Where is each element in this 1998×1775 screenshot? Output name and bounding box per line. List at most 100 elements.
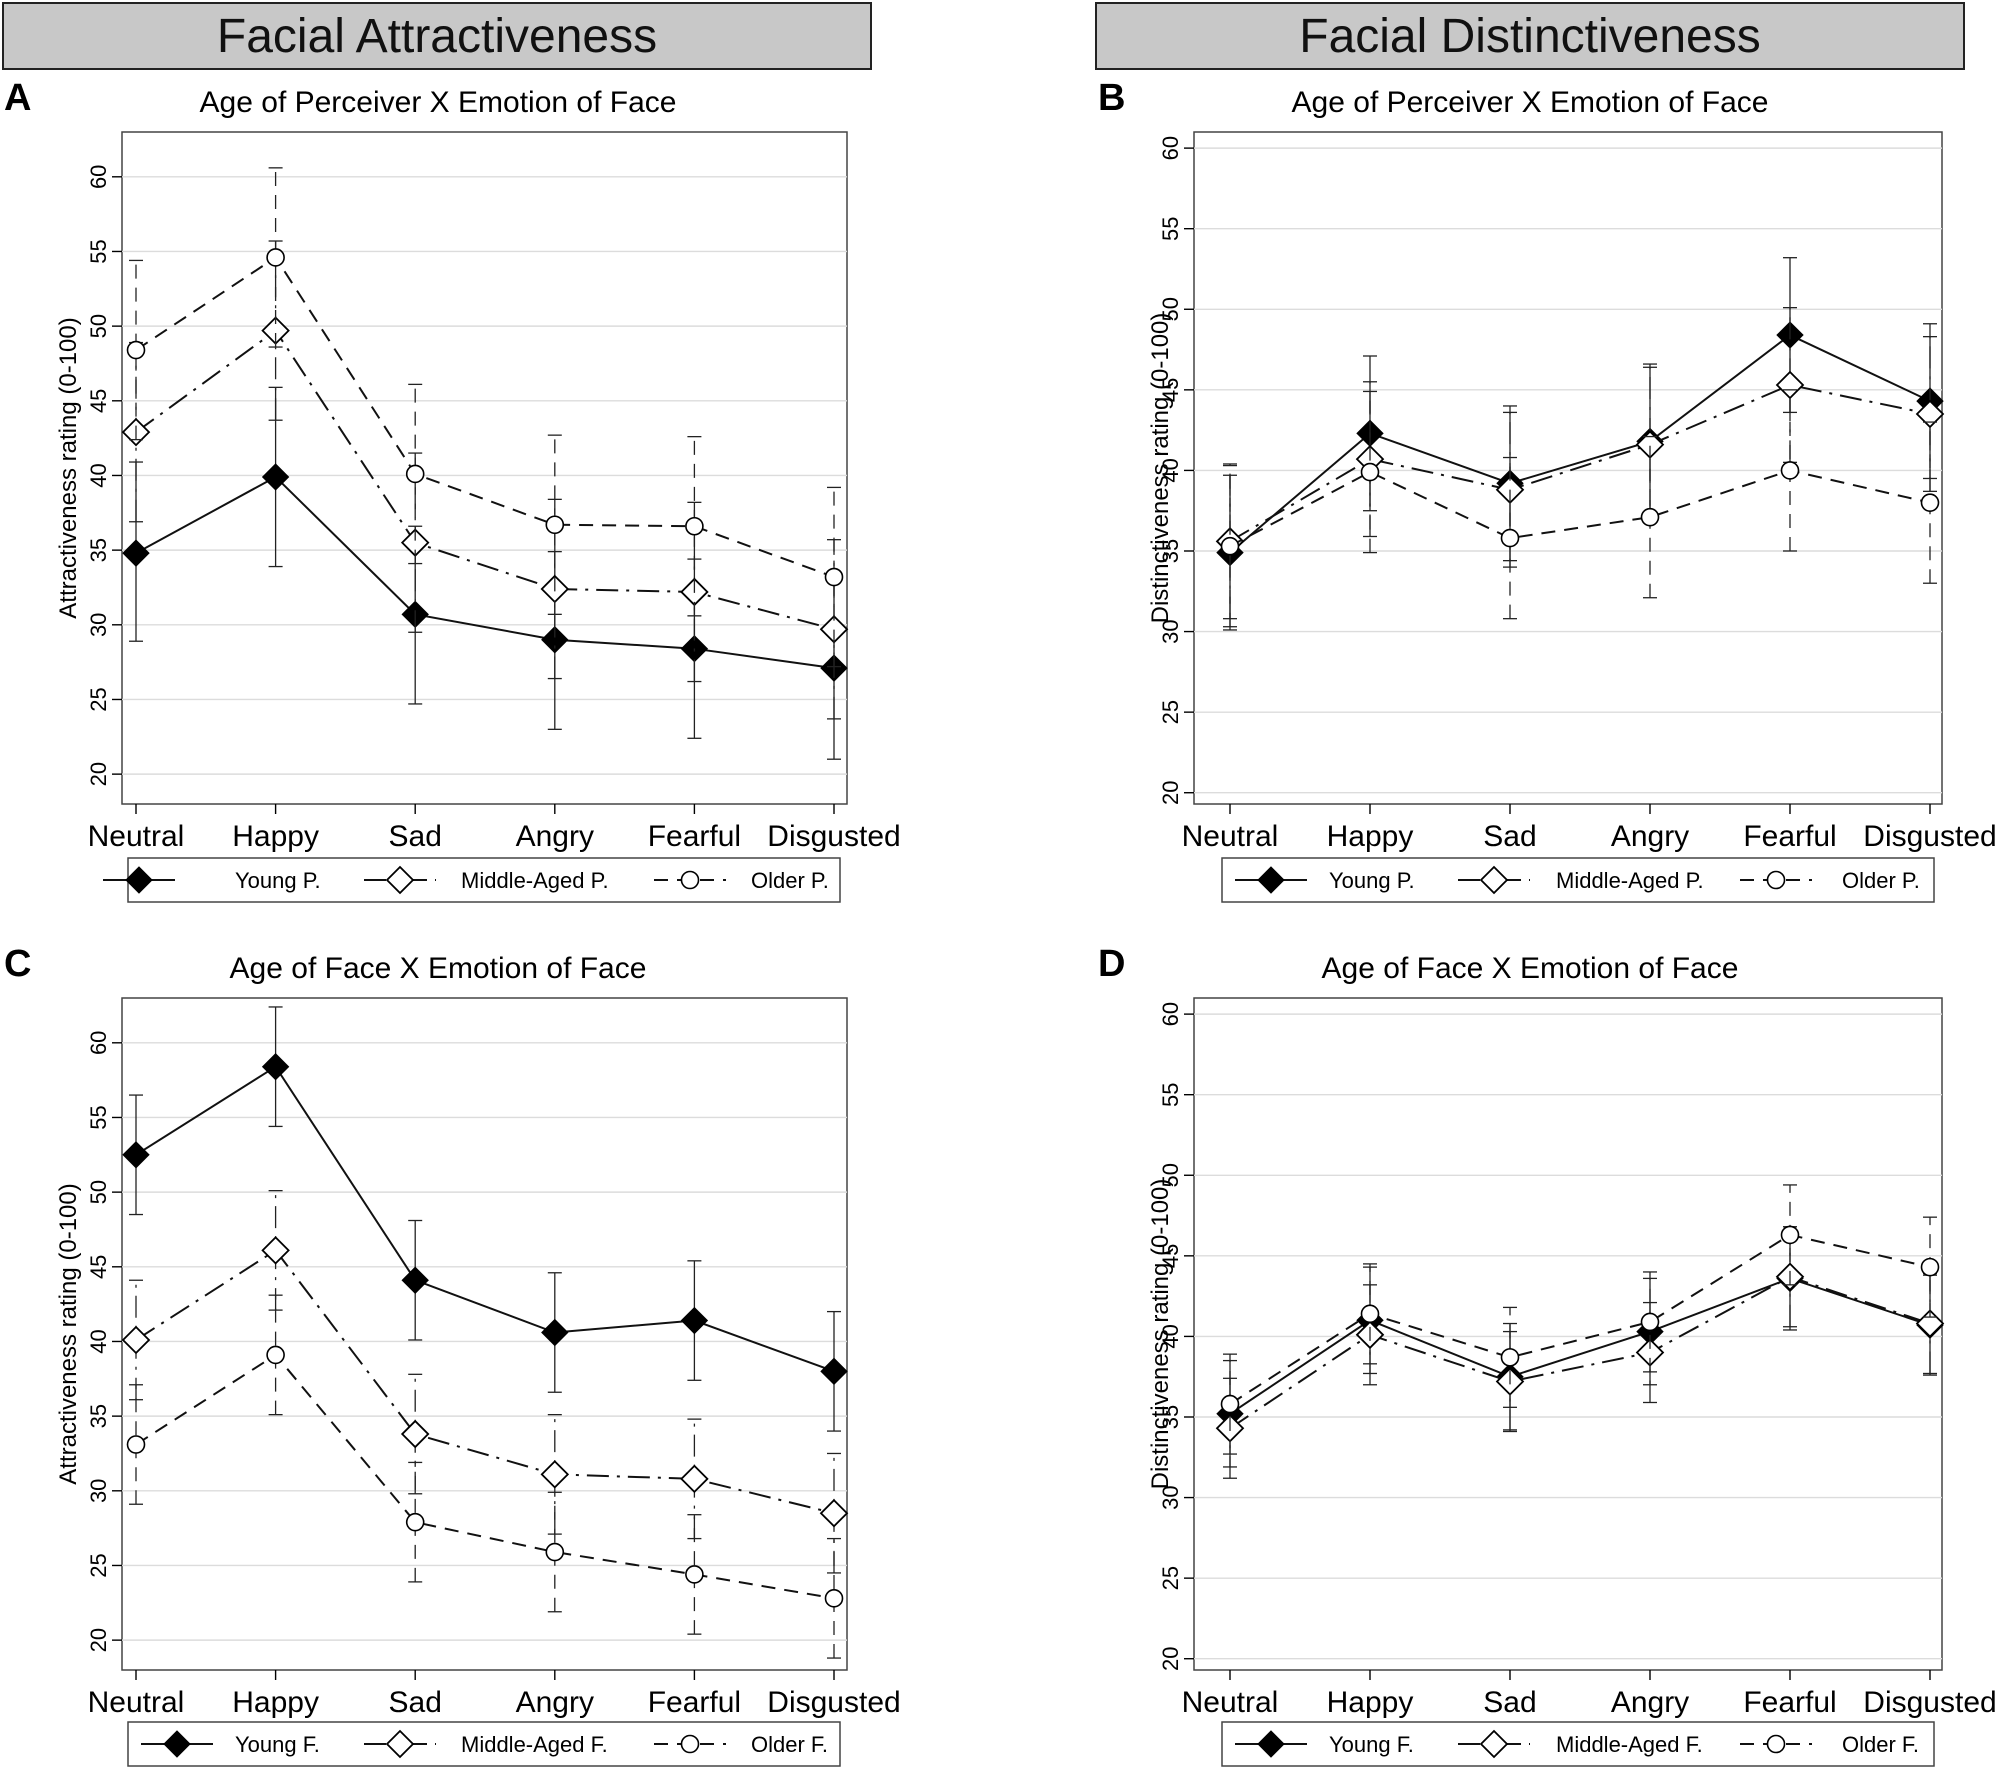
x-tick-label: Fearful	[1743, 1686, 1836, 1719]
legend-marker	[1766, 870, 1786, 890]
data-point	[820, 1357, 848, 1386]
legend-box	[1221, 1721, 1935, 1767]
series-line	[1229, 1233, 1931, 1405]
x-tick-label: Neutral	[88, 1686, 185, 1719]
section-title-attractiveness: Facial Attractiveness	[2, 2, 872, 70]
legend-box	[127, 1721, 841, 1767]
x-tick-label: Sad	[1483, 820, 1536, 853]
legend-marker	[680, 1734, 700, 1754]
legend-label: Middle-Aged F.	[1556, 1732, 1703, 1757]
legend-label: Older P.	[751, 868, 829, 893]
y-tick-label: 55	[86, 239, 111, 263]
legend-marker	[1766, 1734, 1786, 1754]
series-line	[135, 256, 835, 578]
legend-label: Young P.	[235, 868, 321, 893]
legend-marker	[1257, 866, 1285, 894]
y-tick-label: 30	[86, 1479, 111, 1503]
y-tick-label: 25	[86, 687, 111, 711]
data-point	[1360, 1304, 1380, 1324]
x-tick-label: Sad	[1483, 1686, 1536, 1719]
data-point	[405, 1512, 425, 1532]
y-tick-label: 50	[1158, 1163, 1183, 1187]
series-older-p-	[1220, 389, 1940, 628]
y-tick-label: 20	[1158, 1646, 1183, 1670]
x-tick-label: Sad	[389, 820, 442, 853]
data-point	[680, 1306, 709, 1335]
y-tick-label: 35	[1158, 539, 1183, 563]
series-older-p-	[126, 167, 844, 668]
legend-label: Older P.	[1842, 868, 1920, 893]
panel-letter: D	[1098, 943, 1125, 985]
data-point	[122, 539, 150, 567]
legend-marker	[385, 1729, 415, 1759]
chart-title: Age of Perceiver X Emotion of Face	[200, 86, 677, 119]
y-tick-label: 60	[1158, 136, 1183, 160]
x-tick-label: Angry	[516, 820, 594, 853]
y-axis-label: Attractiveness rating (0-100)	[55, 317, 82, 618]
legend-marker	[385, 865, 415, 895]
data-point	[122, 1141, 150, 1169]
y-tick-label: 60	[86, 1031, 111, 1055]
data-point	[261, 1236, 290, 1265]
data-point	[685, 516, 704, 536]
plot-area	[1193, 131, 1943, 805]
series-middle-aged-p-	[121, 240, 849, 720]
data-point	[261, 463, 290, 491]
data-point	[261, 1052, 290, 1081]
chart-title: Age of Perceiver X Emotion of Face	[1292, 86, 1769, 119]
data-point	[1920, 493, 1940, 512]
x-tick-label: Fearful	[1743, 820, 1836, 853]
y-tick-label: 45	[1158, 1244, 1183, 1268]
legend-label: Middle-Aged F.	[461, 1732, 608, 1757]
y-tick-label: 60	[1158, 1002, 1183, 1026]
chart-panel-d: D Age of Face X Emotion of Face 20 25 30 35 40…	[1098, 943, 1997, 1767]
data-point	[121, 1325, 151, 1355]
legend-label: Young P.	[1329, 868, 1415, 893]
plot-area	[121, 997, 848, 1671]
data-point	[1500, 528, 1520, 548]
x-tick-label: Happy	[232, 820, 319, 853]
data-point	[1220, 536, 1240, 556]
data-point	[545, 515, 565, 535]
series-line	[135, 475, 835, 670]
x-tick-label: Happy	[1327, 1686, 1414, 1719]
y-tick-label: 45	[86, 1255, 111, 1279]
series-line	[1229, 469, 1931, 548]
data-point	[1915, 399, 1945, 429]
x-tick-label: Angry	[1611, 820, 1689, 853]
series-line	[1229, 333, 1931, 554]
y-tick-label: 25	[1158, 700, 1183, 724]
legend: Young P. Middle-Aged P. Older P.	[1221, 857, 1935, 903]
x-tick-label: Disgusted	[767, 820, 900, 853]
series-line	[135, 1249, 835, 1515]
y-tick-label: 55	[1158, 216, 1183, 240]
y-tick-label: 60	[86, 165, 111, 189]
y-tick-label: 30	[1158, 619, 1183, 643]
x-tick-label: Angry	[1611, 1686, 1689, 1719]
legend-marker	[125, 866, 153, 894]
data-point	[824, 567, 844, 587]
series-line	[1229, 1275, 1931, 1430]
x-tick-label: Disgusted	[767, 1686, 900, 1719]
data-point	[824, 1589, 844, 1608]
y-tick-label: 50	[1158, 297, 1183, 321]
y-axis-label: Attractiveness rating (0-100)	[55, 1183, 82, 1484]
y-tick-label: 20	[1158, 780, 1183, 804]
data-point	[1920, 1257, 1940, 1277]
y-tick-label: 40	[86, 1329, 111, 1353]
y-tick-label: 40	[1158, 458, 1183, 482]
data-point	[540, 1460, 570, 1489]
series-older-f-	[1220, 1184, 1940, 1455]
legend-label: Young F.	[1329, 1732, 1414, 1757]
data-point	[1780, 461, 1800, 480]
y-tick-label: 45	[1158, 378, 1183, 402]
x-tick-label: Happy	[232, 1686, 319, 1719]
series-middle-aged-f-	[121, 1189, 849, 1574]
legend-label: Older F.	[751, 1732, 828, 1757]
data-point	[541, 1318, 569, 1347]
legend-box	[1221, 857, 1935, 903]
x-tick-label: Angry	[516, 1686, 594, 1719]
y-tick-label: 20	[86, 762, 111, 786]
y-tick-label: 50	[86, 1180, 111, 1204]
data-point	[126, 340, 146, 360]
